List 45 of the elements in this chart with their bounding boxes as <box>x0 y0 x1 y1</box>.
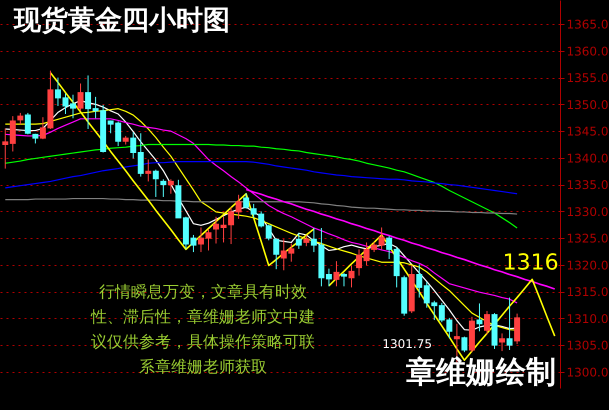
y-tick-label: 1325.0 <box>566 232 608 246</box>
candlestick <box>340 272 347 287</box>
candlestick <box>484 310 490 335</box>
candlestick <box>138 132 144 178</box>
candlestick <box>243 192 250 210</box>
candlestick <box>17 112 24 125</box>
candlestick <box>78 82 84 112</box>
candlestick <box>130 132 136 159</box>
candlestick <box>499 332 506 352</box>
candlestick <box>333 260 340 287</box>
y-tick-label: 1310.0 <box>566 312 608 326</box>
candlestick <box>506 297 513 351</box>
y-tick-label: 1345.0 <box>566 124 608 139</box>
y-tick-label: 1330.0 <box>566 204 608 219</box>
candlestick <box>303 234 310 247</box>
candlestick <box>145 158 152 182</box>
y-tick-label: 1355.0 <box>566 71 608 86</box>
y-tick-label: 1340.0 <box>566 151 608 166</box>
y-tick-label: 1305.0 <box>566 338 608 353</box>
candlestick <box>168 178 174 194</box>
candlestick <box>152 169 159 198</box>
candlestick <box>416 264 422 298</box>
annotation: 1301.75 <box>382 337 432 351</box>
chart-title: 现货黄金四小时图 <box>13 5 230 36</box>
candlestick <box>160 178 166 198</box>
y-tick-label: 1335.0 <box>566 178 608 192</box>
candlestick <box>280 238 287 271</box>
candlestick <box>461 336 468 353</box>
y-tick-label: 1350.0 <box>566 98 608 112</box>
candlestick <box>288 243 294 262</box>
annotation: 章维姗绘制 <box>406 355 556 390</box>
y-tick-label: 1315.0 <box>566 285 608 300</box>
candlestick <box>514 313 520 345</box>
candlestick <box>273 238 280 270</box>
line-series <box>4 198 518 215</box>
y-tick-label: 1360.0 <box>566 44 608 58</box>
candlestick <box>476 302 482 332</box>
candlestick <box>296 232 302 250</box>
annotation: 1316 <box>502 250 559 276</box>
candlestick <box>348 264 354 288</box>
y-tick-label: 1365.0 <box>566 18 608 32</box>
annotation: 行情瞬息万变，文章具有时效性、滞后性，章维姗老师文中建议仅供参考，具体操作策略可联系章维姗老师获取 <box>90 282 315 376</box>
y-tick-label: 1300.0 <box>566 365 608 380</box>
y-tick-label: 1320.0 <box>566 258 608 272</box>
candlestick <box>24 112 31 135</box>
